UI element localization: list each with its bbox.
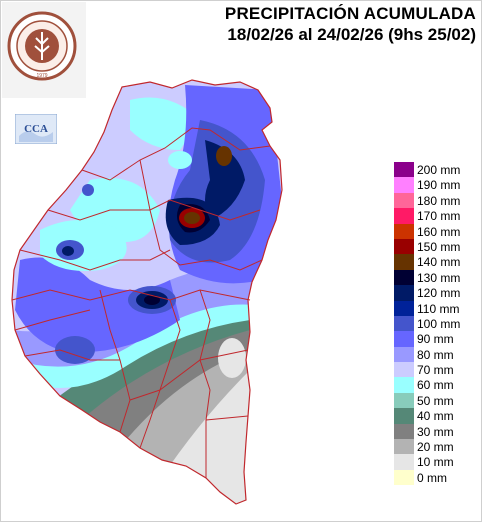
legend-row: 60 mm [394,377,480,393]
legend-row: 80 mm [394,346,480,363]
legend-label: 10 mm [417,455,454,470]
legend-label: 20 mm [417,440,454,455]
legend-row: 140 mm [394,254,480,270]
legend-row: 200 mm [394,162,480,178]
svg-text:1979: 1979 [36,73,47,79]
legend-swatch [394,285,414,301]
legend-row: 150 mm [394,238,480,255]
legend-row: 0 mm [394,469,480,486]
legend-row: 50 mm [394,392,480,409]
legend-label: 150 mm [417,239,461,254]
legend-row: 30 mm [394,423,480,440]
legend-label: 70 mm [417,363,454,378]
legend-row: 100 mm [394,315,480,332]
legend-label: 60 mm [417,378,454,393]
bolsa-de-cereales-seal-icon: 1979 [2,2,86,98]
legend-label: 140 mm [417,255,461,270]
legend-row: 70 mm [394,362,480,378]
map-date-range: 18/02/26 al 24/02/26 (9hs 25/02) [227,25,476,44]
legend-swatch [394,377,414,393]
legend-row: 180 mm [394,192,480,209]
legend-label: 90 mm [417,332,454,347]
legend-row: 110 mm [394,300,480,316]
legend-swatch [394,300,414,316]
legend-label: 110 mm [417,301,460,316]
legend-swatch [394,346,414,363]
legend-label: 80 mm [417,347,454,362]
map-title: PRECIPITACIÓN ACUMULADA [224,4,476,23]
legend-swatch [394,439,414,455]
legend-swatch [394,254,414,270]
legend-row: 120 mm [394,285,480,301]
legend-label: 200 mm [417,163,461,177]
legend-row: 190 mm [394,177,480,193]
legend-label: 30 mm [417,424,454,439]
precipitation-legend: 200 mm 190 mm 180 mm 170 mm 160 mm 150 mm 140 … [394,162,480,486]
legend-label: 50 mm [417,393,454,408]
legend-row: 170 mm [394,208,480,224]
legend-label: 40 mm [417,409,454,424]
legend-label: 190 mm [417,178,461,193]
legend-swatch [394,315,414,332]
legend-label: 120 mm [417,286,461,301]
legend-swatch [394,408,414,424]
legend-label: 0 mm [417,470,447,485]
legend-swatch [394,392,414,409]
legend-row: 90 mm [394,331,480,347]
cca-logo-icon: CCA [15,114,57,144]
legend-label: 180 mm [417,193,461,208]
legend-swatch [394,192,414,209]
legend-swatch [394,177,414,193]
legend-swatch [394,238,414,255]
legend-row: 20 mm [394,439,480,455]
legend-swatch [394,269,414,286]
cca-label: CCA [24,123,48,135]
legend-row: 10 mm [394,454,480,470]
legend-swatch [394,454,414,470]
legend-swatch [394,162,414,178]
legend-row: 130 mm [394,269,480,286]
legend-row: 40 mm [394,408,480,424]
legend-swatch [394,208,414,224]
legend-label: 170 mm [417,209,461,224]
legend-label: 130 mm [417,270,461,285]
legend-row: 160 mm [394,223,480,239]
legend-label: 160 mm [417,224,461,239]
legend-swatch [394,223,414,239]
legend-label: 100 mm [417,316,461,331]
legend-swatch [394,469,414,486]
legend-swatch [394,423,414,440]
legend-swatch [394,362,414,378]
legend-swatch [394,331,414,347]
department-borders [11,79,283,505]
precipitation-map [11,79,283,505]
precip-bands [12,80,282,504]
